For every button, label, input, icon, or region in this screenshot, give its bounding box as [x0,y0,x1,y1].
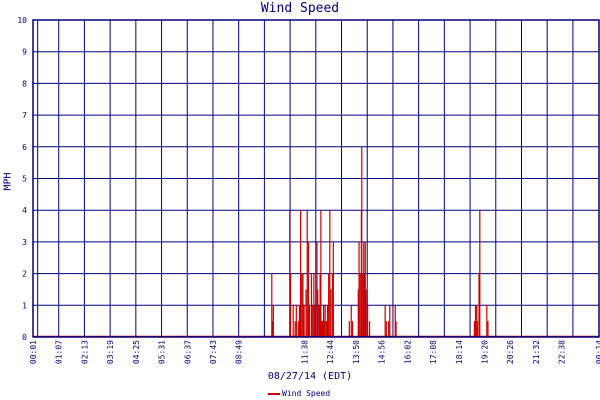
x-tick-label: 11:38 [301,340,310,364]
y-tick-label: 8 [22,79,27,88]
y-tick-label: 10 [17,16,27,25]
x-tick-label: 07:43 [209,340,218,364]
x-tick-label: 00:14 [595,340,600,364]
chart-title: Wind Speed [260,1,340,16]
y-tick-label: 9 [22,48,27,57]
y-tick-label: 6 [22,143,27,152]
x-axis-label: 08/27/14 (EDT) [267,371,353,382]
y-tick-label: 4 [22,206,27,215]
x-axis-ticks: 00:01 01:07 02:13 03:19 04:25 05:31 06:37 07:43… [29,340,600,364]
x-tick-label: 05:31 [158,340,167,364]
y-tick-label: 0 [22,333,27,342]
x-tick-label: 06:37 [183,340,192,364]
y-tick-label: 1 [22,301,27,310]
y-tick-label: 3 [22,238,27,247]
x-tick-label: 22:38 [558,340,567,364]
y-tick-label: 7 [22,111,27,120]
x-tick-label: 19:20 [480,340,489,364]
x-tick-label: 02:13 [80,340,89,364]
y-tick-label: 5 [22,175,27,184]
x-tick-label: 01:07 [55,340,64,364]
x-tick-label: 21:32 [532,340,541,364]
x-tick-label: 18:14 [455,340,464,364]
legend-label: Wind Speed [282,389,331,398]
x-tick-label: 14:56 [378,340,387,364]
x-tick-label: 03:19 [106,340,115,364]
y-tick-label: 2 [22,270,27,279]
legend-swatch [268,392,280,395]
x-tick-label: 04:25 [132,340,141,364]
x-tick-label: 12:44 [326,340,335,364]
grid [33,20,599,337]
plot-frame [32,19,600,338]
legend: Wind Speed [268,389,330,398]
x-tick-label: 17:08 [429,340,438,364]
y-axis-ticks: 0 1 2 3 4 5 6 7 8 9 10 [17,16,27,342]
x-tick-label: 08:49 [235,340,244,364]
y-axis-label: MPH [2,172,14,191]
x-tick-label: 13:50 [352,340,361,364]
x-tick-label: 16:02 [403,340,412,364]
x-tick-label: 20:26 [506,340,515,364]
x-tick-label: 00:01 [29,340,38,364]
